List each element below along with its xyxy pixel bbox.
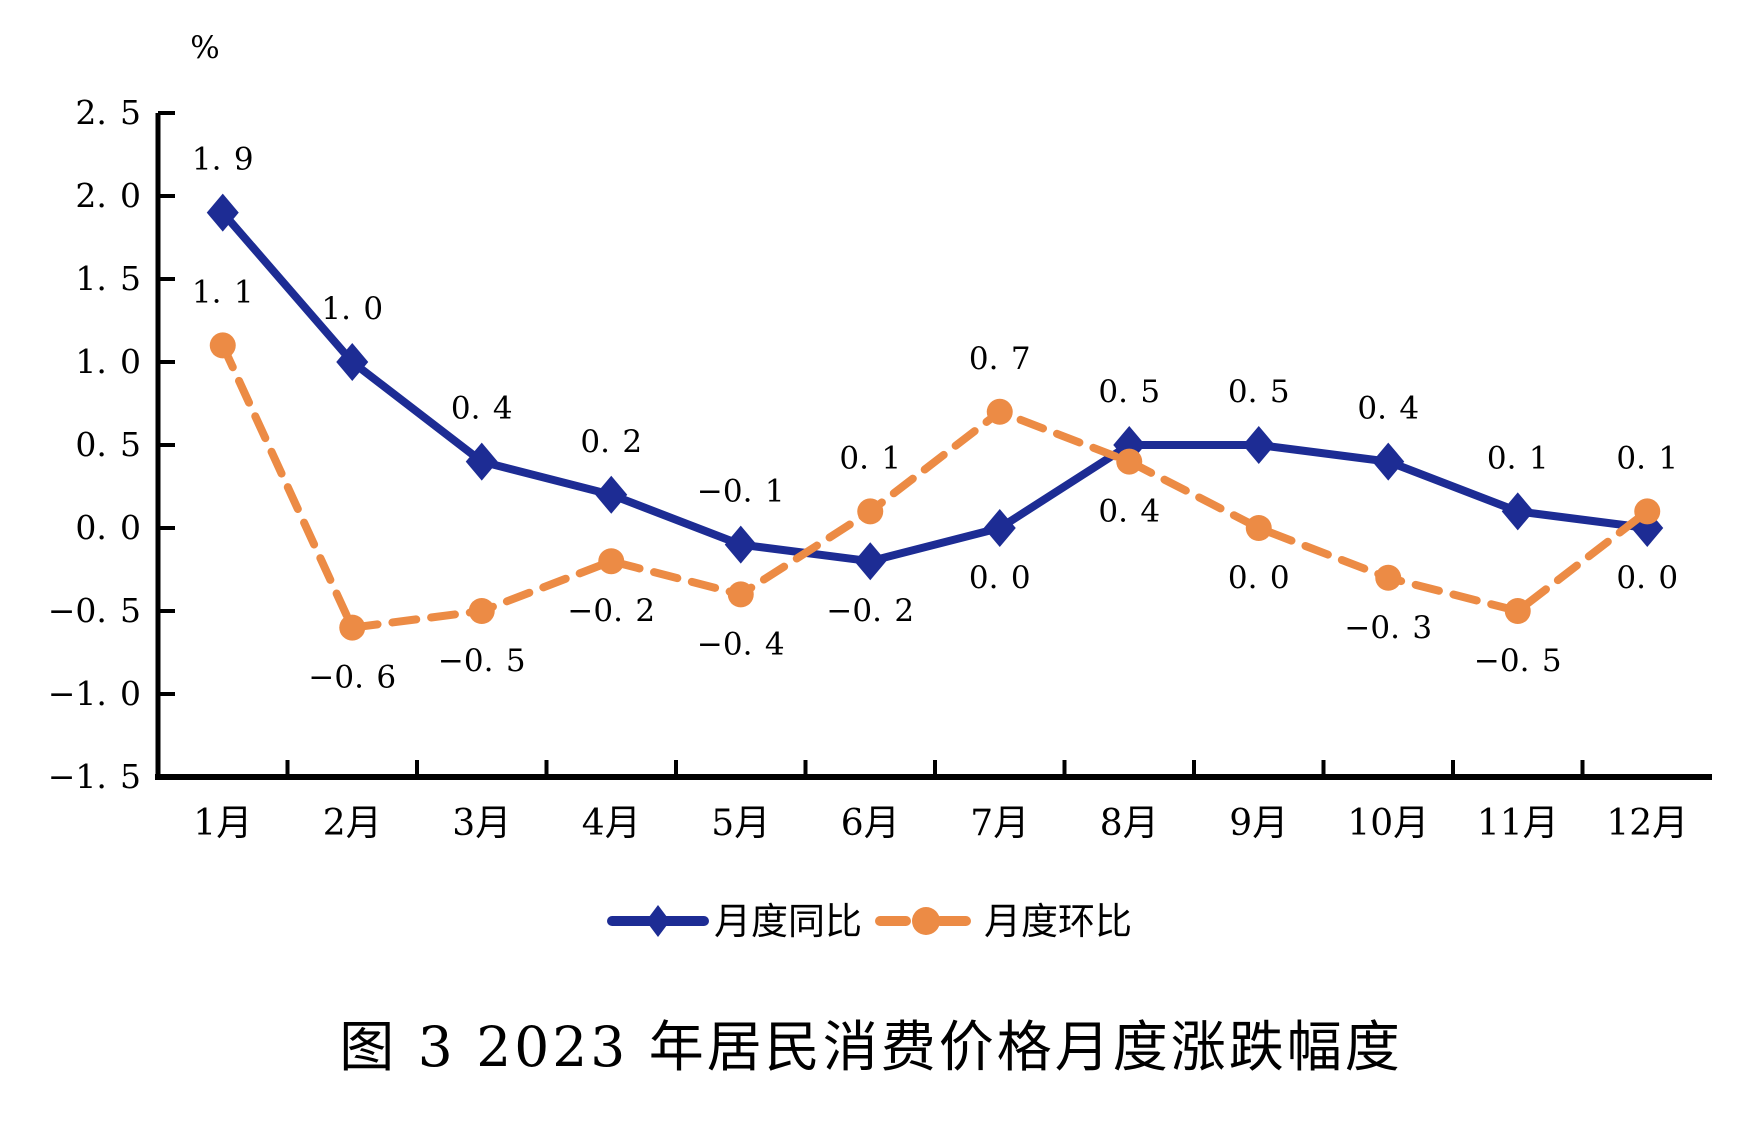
data-point-marker	[1634, 498, 1661, 525]
data-label: −0. 3	[1344, 610, 1432, 646]
data-label: 0. 0	[1228, 560, 1290, 596]
y-axis-tick-label: −1. 5	[48, 757, 141, 796]
y-axis-tick-label: 0. 0	[75, 508, 141, 547]
series-line	[218, 208, 1652, 566]
data-label: 0. 0	[1616, 560, 1678, 596]
data-label: 0. 5	[1228, 374, 1290, 410]
series-line	[218, 341, 1652, 632]
data-point-marker	[1245, 515, 1272, 541]
data-point-marker	[598, 548, 625, 575]
data-label: −0. 5	[438, 643, 526, 679]
data-label: −0. 2	[826, 593, 914, 629]
x-axis-month-label: 4月	[582, 803, 641, 844]
data-label: 0. 4	[1098, 494, 1160, 530]
data-point-marker	[1372, 442, 1405, 481]
data-label: −0. 2	[567, 593, 655, 629]
series-layer	[206, 193, 1664, 641]
data-point-marker	[339, 614, 366, 641]
y-axis-tick-label: −0. 5	[48, 591, 141, 630]
data-point-marker	[1375, 564, 1402, 591]
x-axis-month-label: 2月	[323, 803, 382, 844]
data-label: 1. 0	[321, 291, 383, 327]
data-label: −0. 4	[697, 626, 785, 662]
data-point-marker	[336, 343, 369, 381]
axes: 2. 5 2. 0 1. 5 1. 0 0. 5 0. 0 −0. 5 −1. 0 −1. 5 1…	[48, 93, 1712, 844]
y-axis-tick-label: 2. 5	[75, 93, 141, 132]
data-label: 0. 2	[580, 424, 642, 460]
data-label: 0. 4	[451, 391, 513, 427]
x-axis-month-label: 7月	[970, 803, 1029, 844]
data-point-marker	[727, 581, 754, 608]
data-label: −0. 5	[1474, 643, 1562, 679]
data-point-marker	[465, 442, 498, 481]
chart-title: 图 3 2023 年居民消费价格月度涨跌幅度	[339, 1015, 1403, 1079]
data-point-marker	[857, 498, 884, 525]
data-point-marker	[1504, 598, 1531, 624]
data-label: 0. 1	[1487, 440, 1549, 476]
data-point-marker	[724, 525, 757, 564]
data-point-marker	[206, 193, 239, 232]
legend-label-mom: 月度环比	[984, 900, 1132, 943]
data-point-marker	[595, 475, 628, 514]
data-point-marker	[986, 398, 1013, 425]
data-label: 0. 5	[1098, 374, 1160, 410]
series-mom	[209, 332, 1661, 641]
data-point-marker	[1116, 448, 1143, 475]
y-axis-tick-label: −1. 0	[48, 674, 141, 713]
data-label: −0. 6	[308, 660, 396, 696]
series-yoy	[206, 193, 1664, 581]
x-axis-month-label: 5月	[711, 803, 770, 844]
x-axis-month-label: 10月	[1347, 803, 1429, 844]
data-labels: 1. 9 1. 0 0. 4 0. 2 −0. 1 −0. 2 0. 0 0. 5 0. 5 0.…	[192, 142, 1678, 696]
data-label: 0. 1	[1616, 440, 1678, 476]
data-point-marker	[854, 542, 887, 581]
x-axis-month-label: 6月	[841, 803, 900, 844]
data-point-marker	[209, 332, 236, 359]
data-point-marker	[983, 509, 1016, 547]
x-axis-month-label: 1月	[193, 803, 252, 844]
data-label: 0. 7	[969, 341, 1031, 377]
data-label: 0. 0	[969, 560, 1031, 596]
y-axis-tick-label: 0. 5	[75, 425, 141, 464]
x-axis-month-label: 8月	[1100, 803, 1159, 844]
legend-marker-yoy	[646, 905, 670, 937]
y-axis-unit-label: %	[190, 30, 219, 66]
y-axis-tick-label: 1. 0	[75, 342, 141, 381]
y-axis-tick-label: 1. 5	[75, 259, 141, 298]
data-point-marker	[468, 598, 495, 624]
data-label: 0. 4	[1357, 391, 1419, 427]
legend: 月度同比 月度环比	[607, 900, 1132, 943]
x-axis-month-label: 3月	[452, 803, 511, 844]
legend-label-yoy: 月度同比	[714, 900, 862, 943]
data-label: 1. 1	[192, 274, 254, 310]
data-label: 1. 9	[192, 142, 254, 178]
data-point-marker	[1242, 426, 1275, 464]
legend-marker-mom	[912, 907, 940, 935]
data-label: 0. 1	[839, 440, 901, 476]
x-axis-month-label: 9月	[1229, 803, 1288, 844]
data-label: −0. 1	[697, 474, 785, 510]
data-point-marker	[1501, 492, 1534, 531]
x-axis-month-label: 11月	[1477, 803, 1559, 844]
y-axis-tick-label: 2. 0	[75, 176, 141, 215]
x-axis-month-label: 12月	[1606, 803, 1688, 844]
